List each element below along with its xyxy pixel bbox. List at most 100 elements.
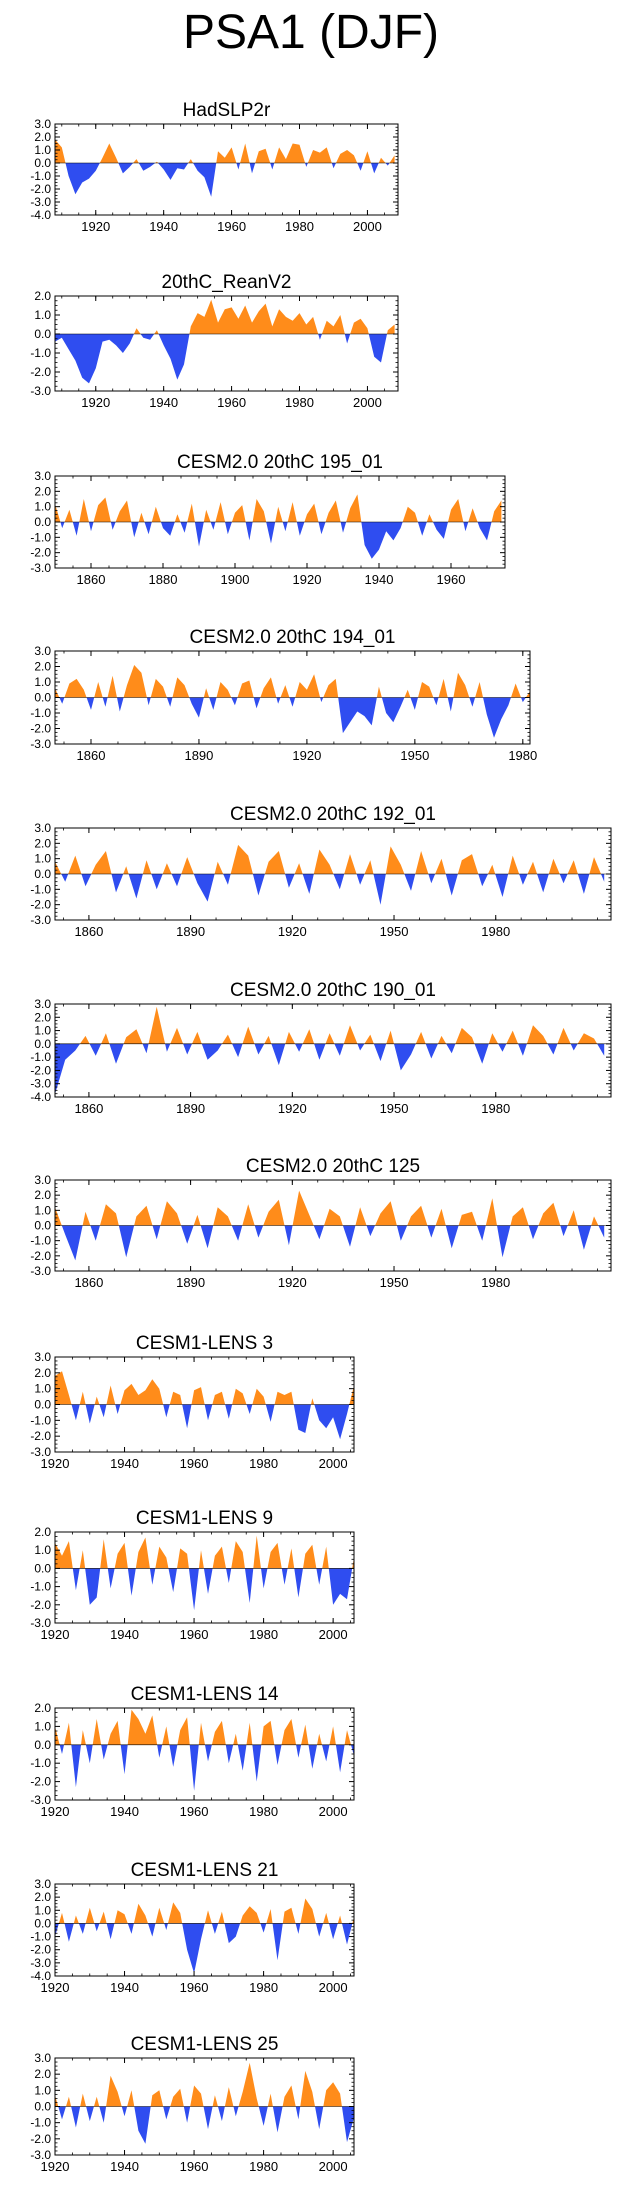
positive-area: [79, 1006, 598, 1044]
y-tick-label: 0.0: [34, 1561, 51, 1575]
x-tick-label: 1960: [180, 2159, 209, 2174]
panels-container: HadSLP2r3.02.01.00.0-1.0-2.0-3.0-4.01920…: [30, 100, 612, 2174]
y-tick-label: -1.0: [30, 1756, 51, 1770]
x-tick-label: 1890: [176, 1275, 205, 1290]
x-tick-label: 1920: [278, 924, 307, 939]
panel-12: CESM1-LENS 25 3.0 2.0 1.0 0.0 -1.0 -2.0 -3.0192…: [30, 2034, 355, 2174]
x-tick-label: 1950: [400, 748, 429, 763]
panel-title: CESM1-LENS 3: [136, 1333, 273, 1354]
plot-frame: [54, 1003, 612, 1098]
plot-frame: [54, 123, 399, 216]
y-tick-label: 2.0: [34, 130, 51, 144]
plot-frame: [54, 1531, 355, 1624]
panel-title: CESM2.0 20thC 192_01: [230, 804, 436, 825]
negative-area: [55, 1923, 353, 1974]
y-tick-label: -2.0: [30, 182, 51, 196]
x-tick-label: 2000: [319, 1980, 348, 1995]
x-tick-label: 1960: [217, 219, 246, 234]
y-tick-label: 2.0: [34, 1525, 51, 1539]
x-tick-label: 1920: [292, 748, 321, 763]
positive-area: [55, 494, 502, 522]
x-tick-label: 1950: [380, 924, 409, 939]
x-tick-label: 1860: [74, 924, 103, 939]
y-tick-label: 1.0: [34, 1719, 51, 1733]
y-tick-label: -2.0: [30, 1429, 51, 1443]
positive-area: [55, 299, 395, 334]
y-tick-label: 0.0: [34, 1219, 51, 1233]
data-area: [55, 665, 530, 738]
y-tick-label: -1.0: [30, 530, 51, 544]
x-tick-label: 1940: [110, 1627, 139, 1642]
x-tick-label: 1960: [180, 1456, 209, 1471]
x-tick-label: 1980: [249, 1627, 278, 1642]
x-tick-label: 1980: [508, 748, 537, 763]
positive-area: [55, 1898, 354, 1924]
x-tick-label: 1890: [184, 748, 213, 763]
x-tick-label: 1920: [41, 2159, 70, 2174]
x-tick-label: 1860: [74, 1275, 103, 1290]
panel-4: CESM2.0 20thC 194_01 3.0 2.01.0 0.0-1.0 -2.0…: [30, 627, 537, 763]
y-tick-label: 3.0: [34, 1173, 51, 1187]
panel-title: HadSLP2r: [183, 100, 271, 121]
y-tick-label: 1.0: [34, 308, 51, 322]
x-tick-label: 1940: [110, 1980, 139, 1995]
y-tick-label: 2.0: [34, 1366, 51, 1380]
positive-area: [55, 844, 605, 874]
y-tick-label: -1.0: [30, 346, 51, 360]
y-tick-label: -1.0: [30, 1413, 51, 1427]
x-tick-label: 1980: [285, 395, 314, 410]
negative-area: [55, 1744, 354, 1791]
panel-8: CESM1-LENS 3 3.0 2.0 1.0 0.0-1.0 -2.0 -3.01920…: [30, 1333, 355, 1471]
y-tick-label: -3.0: [30, 561, 51, 575]
x-tick-label: 1960: [437, 572, 466, 587]
y-tick-label: 0.0: [34, 691, 51, 705]
panel-1: HadSLP2r 3.02.01.00.0-1.0-2.0-3.0-4.0 1920…: [30, 100, 399, 234]
y-tick-label: -1.0: [30, 1930, 51, 1944]
x-tick-label: 1940: [149, 219, 178, 234]
data-area: [55, 494, 502, 559]
y-tick-label: -3.0: [30, 1445, 51, 1459]
y-tick-label: 3.0: [34, 469, 51, 483]
y-tick-label: 0.0: [34, 1037, 51, 1051]
x-tick-label: 1980: [285, 219, 314, 234]
y-tick-label: 1.0: [34, 2083, 51, 2097]
x-tick-label: 1940: [365, 572, 394, 587]
x-tick-label: 1880: [149, 572, 178, 587]
y-tick-label: -2.0: [30, 546, 51, 560]
x-tick-label: 1920: [293, 572, 322, 587]
y-tick-label: 0.0: [34, 1916, 51, 1930]
y-tick-label: -3.0: [30, 2148, 51, 2162]
y-tick-label: 1.0: [34, 1382, 51, 1396]
data-area: [55, 2062, 354, 2144]
plot-frame: [54, 1883, 355, 1977]
x-tick-label: 1920: [81, 395, 110, 410]
y-tick-label: 3.0: [34, 997, 51, 1011]
y-tick-label: 1.0: [34, 675, 51, 689]
y-tick-label: -3.0: [30, 1077, 51, 1091]
panel-title: CESM2.0 20thC 125: [246, 1156, 420, 1177]
x-tick-label: 1890: [176, 924, 205, 939]
y-tick-label: 2.0: [34, 660, 51, 674]
y-tick-label: 3.0: [34, 2051, 51, 2065]
positive-area: [55, 1190, 605, 1226]
x-tick-label: 1920: [278, 1101, 307, 1116]
y-tick-label: 2.0: [34, 1890, 51, 1904]
x-tick-label: 1980: [249, 1456, 278, 1471]
x-tick-label: 2000: [353, 219, 382, 234]
x-tick-label: 1920: [41, 1804, 70, 1819]
x-tick-label: 1920: [41, 1456, 70, 1471]
data-area: [55, 299, 395, 384]
y-tick-label: 1.0: [34, 852, 51, 866]
x-tick-label: 1980: [249, 2159, 278, 2174]
y-tick-label: 1.0: [34, 500, 51, 514]
y-tick-label: 2.0: [34, 1701, 51, 1715]
panel-11: CESM1-LENS 21 3.02.01.00.0-1.0-2.0-3.0-4.…: [30, 1860, 355, 1995]
negative-area: [55, 2106, 354, 2144]
y-tick-label: 1.0: [34, 1903, 51, 1917]
positive-area: [55, 2062, 354, 2107]
y-tick-label: -2.0: [30, 365, 51, 379]
plot-frame: [54, 1707, 355, 1801]
y-tick-label: 1.0: [34, 1203, 51, 1217]
x-tick-label: 2000: [319, 1456, 348, 1471]
